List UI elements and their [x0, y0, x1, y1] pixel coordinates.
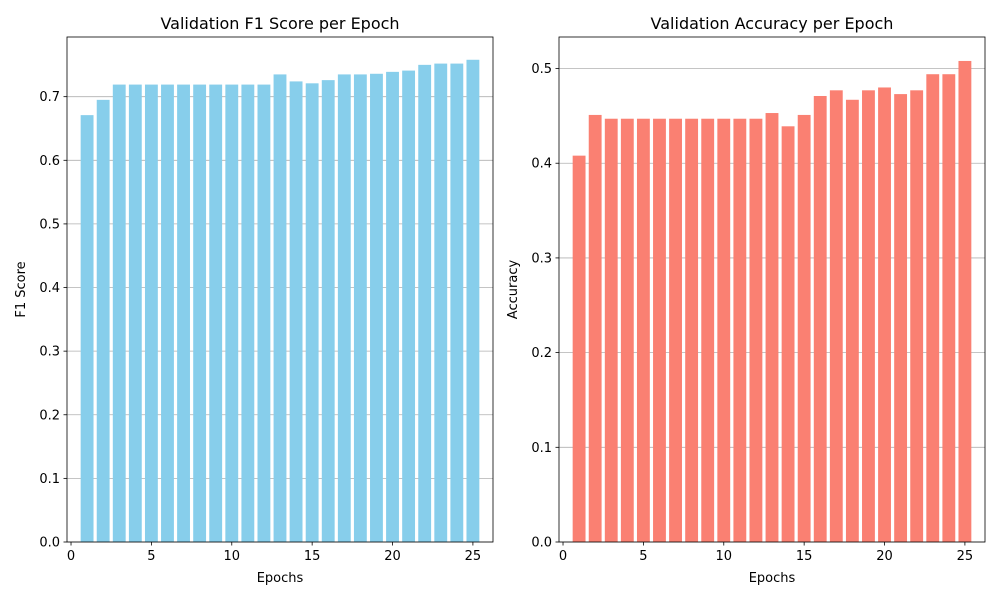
- bar-epoch-24: [942, 74, 956, 543]
- accuracy-chart-title: Validation Accuracy per Epoch: [651, 14, 894, 33]
- bar-epoch-22: [910, 90, 924, 543]
- y-tick-label: 0.6: [39, 154, 60, 169]
- x-tick-label: 5: [147, 549, 155, 564]
- bar-epoch-16: [321, 80, 335, 543]
- y-tick-label: 0.2: [531, 346, 552, 361]
- accuracy-x-axis-label: Epochs: [749, 571, 796, 586]
- accuracy-axes-frame: [558, 36, 986, 543]
- bar-epoch-10: [225, 84, 239, 542]
- y-tick-label: 0.7: [39, 90, 60, 105]
- bar-epoch-14: [289, 81, 303, 542]
- f1-x-axis-label: Epochs: [257, 571, 304, 586]
- bar-epoch-25: [958, 60, 972, 543]
- bar-epoch-20: [386, 71, 399, 543]
- bar-epoch-21: [894, 94, 908, 542]
- bar-epoch-16: [813, 95, 827, 542]
- x-tick-label: 0: [559, 549, 567, 564]
- bar-epoch-18: [353, 74, 367, 542]
- x-tick-label: 10: [224, 549, 241, 564]
- bar-epoch-2: [588, 114, 602, 543]
- y-tick-label: 0.5: [531, 62, 552, 77]
- x-tick-label: 5: [639, 549, 647, 564]
- bar-epoch-8: [193, 84, 207, 542]
- f1-score-chart: 0.0 0.1 0.2 0.3 0.4 0.5 0.6 0.7 0 5 10 15 20 25 Valida…: [14, 14, 494, 586]
- bar-epoch-12: [749, 118, 763, 542]
- y-tick-label: 0.3: [531, 251, 552, 266]
- y-tick-label: 0.0: [39, 536, 60, 551]
- bar-epoch-17: [337, 74, 351, 542]
- x-tick-label: 25: [465, 549, 482, 564]
- bar-epoch-13: [273, 74, 287, 542]
- bar-epoch-2: [96, 99, 110, 543]
- bar-epoch-4: [620, 118, 634, 542]
- y-tick-label: 0.4: [531, 157, 552, 172]
- bar-epoch-14: [781, 126, 795, 542]
- x-tick-label: 0: [67, 549, 75, 564]
- bar-epoch-21: [402, 70, 416, 542]
- bar-epoch-23: [434, 63, 448, 542]
- bar-epoch-1: [80, 115, 94, 542]
- bar-epoch-22: [418, 64, 432, 543]
- bar-epoch-9: [209, 84, 223, 542]
- bar-epoch-6: [653, 118, 666, 542]
- bar-epoch-12: [257, 84, 271, 542]
- bar-epoch-15: [797, 114, 811, 543]
- bar-epoch-6: [161, 84, 174, 542]
- bar-epoch-9: [701, 118, 715, 542]
- bar-epoch-3: [112, 84, 126, 542]
- y-tick-label: 0.5: [39, 217, 60, 232]
- accuracy-bars: [572, 60, 972, 543]
- x-tick-label: 10: [716, 549, 733, 564]
- x-tick-label: 20: [384, 549, 401, 564]
- bar-epoch-15: [305, 83, 319, 542]
- bar-epoch-19: [862, 90, 875, 543]
- bar-epoch-7: [669, 118, 682, 542]
- y-tick-label: 0.4: [39, 281, 60, 296]
- bar-epoch-19: [370, 73, 383, 542]
- y-tick-label: 0.3: [39, 345, 60, 360]
- f1-chart-title: Validation F1 Score per Epoch: [160, 14, 399, 33]
- y-tick-label: 0.0: [531, 536, 552, 551]
- bar-epoch-5: [636, 118, 650, 542]
- f1-bars: [80, 59, 480, 543]
- f1-y-axis-label: F1 Score: [14, 261, 29, 317]
- y-tick-label: 0.1: [531, 441, 552, 456]
- bar-epoch-23: [926, 74, 940, 543]
- bar-epoch-5: [144, 84, 158, 542]
- bar-epoch-10: [717, 118, 731, 542]
- x-tick-label: 15: [304, 549, 321, 564]
- bar-epoch-17: [829, 90, 843, 543]
- bar-epoch-18: [845, 99, 859, 542]
- bar-epoch-25: [466, 59, 480, 542]
- y-tick-label: 0.2: [39, 408, 60, 423]
- bar-epoch-3: [604, 118, 618, 542]
- bar-epoch-20: [878, 87, 891, 542]
- f1-axes-frame: [66, 36, 494, 543]
- bar-epoch-24: [450, 63, 464, 542]
- bar-epoch-11: [733, 118, 747, 542]
- accuracy-chart: 0.0 0.1 0.2 0.3 0.4 0.5 0 5 10 15 20 25 Validation A…: [506, 14, 986, 586]
- bar-epoch-13: [765, 113, 779, 542]
- bar-epoch-4: [128, 84, 142, 542]
- bar-epoch-11: [241, 84, 255, 542]
- x-tick-label: 15: [796, 549, 813, 564]
- y-tick-label: 0.1: [39, 472, 60, 487]
- bar-epoch-8: [685, 118, 699, 542]
- bar-epoch-7: [177, 84, 190, 542]
- accuracy-y-axis-label: Accuracy: [506, 260, 521, 320]
- bar-epoch-1: [572, 155, 586, 542]
- x-tick-label: 25: [957, 549, 974, 564]
- x-tick-label: 20: [876, 549, 893, 564]
